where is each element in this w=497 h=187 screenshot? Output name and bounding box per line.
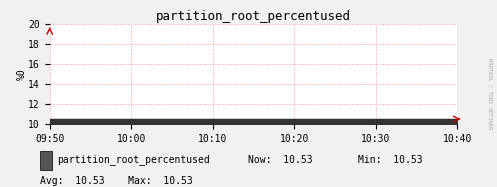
Y-axis label: %0: %0 <box>17 68 27 80</box>
Text: Avg:  10.53    Max:  10.53: Avg: 10.53 Max: 10.53 <box>40 176 192 186</box>
Text: Min:  10.53: Min: 10.53 <box>358 155 422 165</box>
Text: Now:  10.53: Now: 10.53 <box>248 155 313 165</box>
Title: partition_root_percentused: partition_root_percentused <box>156 10 351 23</box>
Text: RRDTOOL / TOBI OETIKER: RRDTOOL / TOBI OETIKER <box>487 58 492 129</box>
Text: partition_root_percentused: partition_root_percentused <box>57 154 210 165</box>
